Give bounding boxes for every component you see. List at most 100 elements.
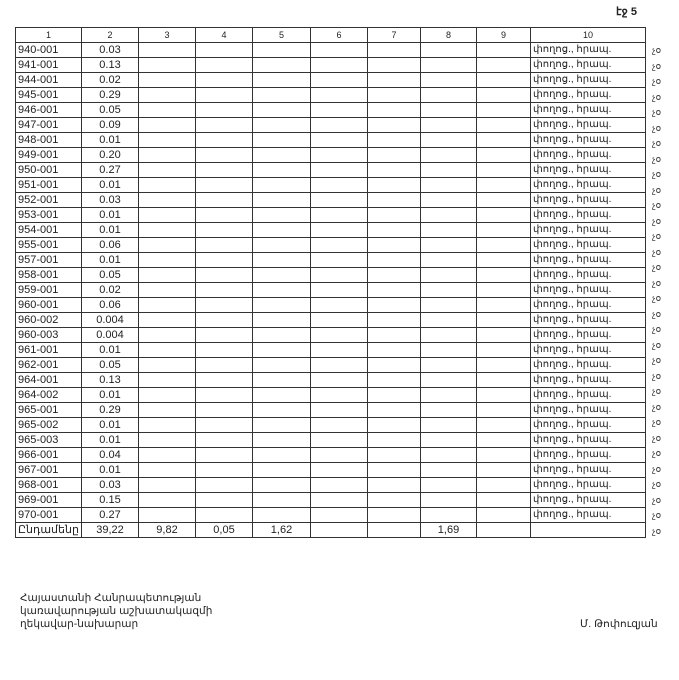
column-header: 2 (81, 27, 139, 43)
table-row: 964-001 0.13 փողոց., հրապ. (15, 372, 646, 388)
empty-cell (367, 192, 421, 208)
empty-cell (252, 372, 311, 388)
empty-cell (476, 387, 531, 403)
description-cell: փողոց., հրապ. (530, 72, 646, 88)
code-cell: 953-001 (15, 207, 82, 223)
empty-cell (310, 462, 368, 478)
empty-cell (310, 132, 368, 148)
empty-cell (420, 342, 477, 358)
empty-cell (367, 297, 421, 313)
empty-cell (252, 177, 311, 193)
empty-cell (195, 72, 253, 88)
empty-cell (252, 117, 311, 133)
empty-cell (252, 312, 311, 328)
empty-cell (420, 282, 477, 298)
empty-cell (476, 417, 531, 433)
code-cell: 968-001 (15, 477, 82, 493)
row-mark: չօ (652, 355, 662, 365)
empty-cell (138, 222, 196, 238)
empty-cell (252, 432, 311, 448)
value-cell: 0.004 (81, 312, 139, 328)
empty-cell (310, 252, 368, 268)
empty-cell (252, 417, 311, 433)
empty-cell (310, 87, 368, 103)
code-cell: 948-001 (15, 132, 82, 148)
empty-cell (195, 387, 253, 403)
code-cell: 969-001 (15, 492, 82, 508)
empty-cell (195, 87, 253, 103)
code-cell: 944-001 (15, 72, 82, 88)
row-mark: չօ (652, 324, 662, 334)
empty-cell (138, 447, 196, 463)
code-cell: 951-001 (15, 177, 82, 193)
empty-cell (367, 162, 421, 178)
value-cell: 0.01 (81, 342, 139, 358)
column-header: 4 (195, 27, 253, 43)
row-mark: չօ (652, 308, 662, 319)
row-mark: չօ (652, 60, 662, 71)
empty-cell (138, 147, 196, 163)
empty-cell (367, 402, 421, 418)
empty-cell (420, 147, 477, 163)
empty-cell (195, 342, 253, 358)
empty-cell (476, 402, 531, 418)
empty-cell (367, 462, 421, 478)
description-cell: փողոց., հրապ. (530, 222, 646, 238)
row-mark: չօ (652, 293, 662, 303)
empty-cell (195, 297, 253, 313)
total-value-cell: 1,69 (420, 522, 477, 538)
row-mark: չօ (652, 138, 662, 148)
table-row: 955-001 0.06 փողոց., հրապ. (15, 237, 646, 253)
empty-cell (420, 102, 477, 118)
empty-cell (138, 162, 196, 178)
empty-cell (476, 222, 531, 238)
empty-cell (420, 72, 477, 88)
empty-cell (420, 267, 477, 283)
description-cell: փողոց., հրապ. (530, 132, 646, 148)
description-cell: փողոց., հրապ. (530, 462, 646, 478)
empty-cell (195, 372, 253, 388)
empty-cell (476, 132, 531, 148)
empty-cell (420, 222, 477, 238)
row-mark: չօ (652, 510, 662, 520)
empty-cell (367, 102, 421, 118)
value-cell: 0.03 (81, 477, 139, 493)
description-cell: փողոց., հրապ. (530, 342, 646, 358)
empty-cell (195, 102, 253, 118)
table-row: 959-001 0.02 փողոց., հրապ. (15, 282, 646, 298)
row-mark: չօ (652, 246, 662, 257)
empty-cell (252, 507, 311, 523)
empty-cell (367, 207, 421, 223)
column-header: 9 (476, 27, 531, 43)
table-row: 962-001 0.05 փողոց., հրապ. (15, 357, 646, 373)
table-row: 940-001 0.03 փողոց., հրապ. (15, 42, 646, 58)
empty-cell (420, 387, 477, 403)
empty-cell (420, 447, 477, 463)
row-mark: չօ (652, 370, 662, 381)
empty-cell (138, 432, 196, 448)
empty-cell (138, 327, 196, 343)
code-cell: 941-001 (15, 57, 82, 73)
empty-cell (367, 42, 421, 58)
empty-cell (195, 417, 253, 433)
empty-cell (420, 357, 477, 373)
empty-cell (310, 72, 368, 88)
empty-cell (367, 87, 421, 103)
empty-cell (420, 372, 477, 388)
empty-cell (310, 357, 368, 373)
value-cell: 0.03 (81, 42, 139, 58)
empty-cell (367, 177, 421, 193)
empty-cell (252, 327, 311, 343)
empty-cell (138, 252, 196, 268)
table-row: 951-001 0.01 փողոց., հրապ. (15, 177, 646, 193)
empty-cell (138, 192, 196, 208)
code-cell: 960-002 (15, 312, 82, 328)
empty-cell (476, 42, 531, 58)
empty-cell (476, 447, 531, 463)
table-row: 969-001 0.15 փողոց., հրապ. (15, 492, 646, 508)
row-mark: չօ (652, 107, 662, 117)
empty-cell (367, 237, 421, 253)
value-cell: 0.01 (81, 222, 139, 238)
description-cell: փողոց., հրապ. (530, 117, 646, 133)
empty-cell (195, 447, 253, 463)
